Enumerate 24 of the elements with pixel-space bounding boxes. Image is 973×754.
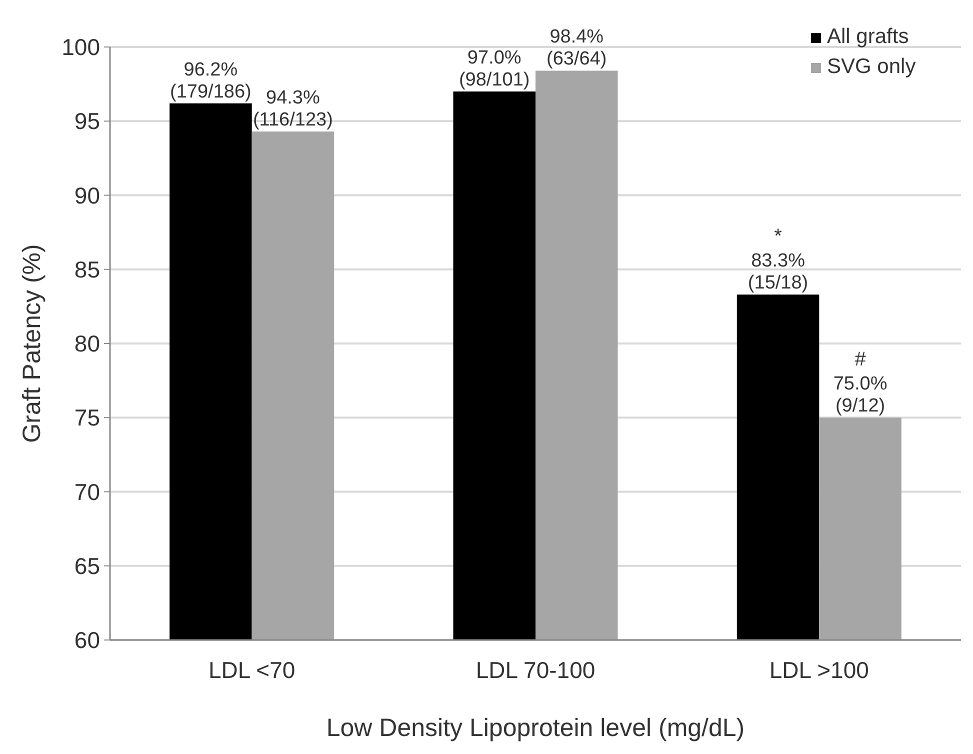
y-tick-label: 90 <box>74 182 100 208</box>
x-axis-title: Low Density Lipoprotein level (mg/dL) <box>326 714 745 742</box>
y-tick-label: 75 <box>74 404 100 431</box>
y-tick-label: 85 <box>74 256 100 282</box>
data-label: 83.3% (15/18) <box>748 250 808 294</box>
y-tick-label: 60 <box>74 627 100 653</box>
y-tick-label: 80 <box>74 330 100 356</box>
legend-label: All grafts <box>827 25 909 48</box>
annotation: * <box>774 226 782 248</box>
legend-label: SVG only <box>827 55 916 78</box>
y-tick-label: 95 <box>74 108 100 134</box>
x-tick-label: LDL 70-100 <box>476 657 596 683</box>
data-label: 94.3% (116/123) <box>252 88 333 131</box>
y-tick-label: 100 <box>62 34 100 60</box>
data-label: 75.0% (9/12) <box>833 374 888 417</box>
x-tick-label: LDL <70 <box>208 657 296 683</box>
x-tick-label: LDL >100 <box>769 657 869 683</box>
annotation: # <box>854 348 867 371</box>
y-tick-label: 65 <box>74 552 100 579</box>
y-axis-title: Graft Patency (%) <box>18 244 46 443</box>
data-label: 96.2% (179/186) <box>170 59 252 102</box>
data-label: 97.0% (98/101) <box>458 47 530 90</box>
data-label: 98.4% (63/64) <box>546 26 607 70</box>
y-tick-label: 70 <box>74 478 100 505</box>
